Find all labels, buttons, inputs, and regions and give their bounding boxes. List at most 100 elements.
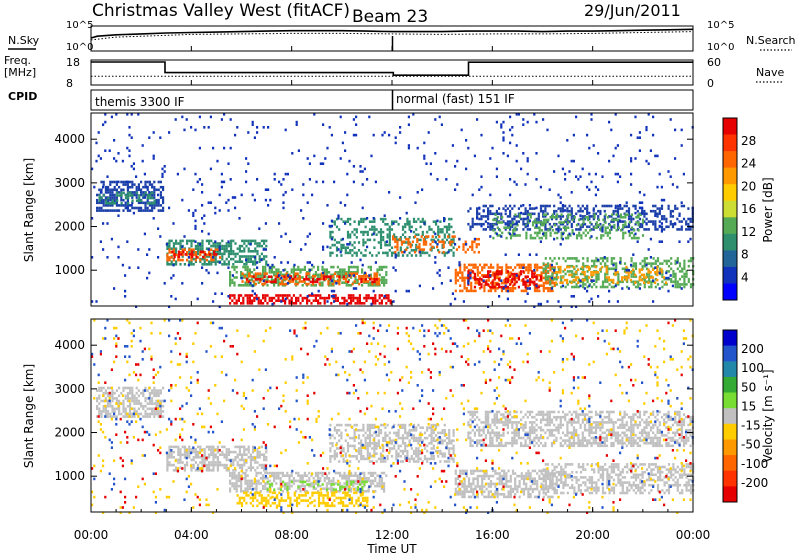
data-cell: [601, 230, 604, 233]
data-cell: [321, 284, 324, 287]
data-cell: [212, 260, 215, 263]
data-cell: [356, 268, 359, 271]
data-cell: [647, 271, 650, 274]
data-cell: [144, 412, 147, 416]
data-cell: [463, 266, 466, 269]
data-cell: [159, 196, 162, 199]
data-cell: [117, 152, 120, 155]
data-cell: [343, 471, 346, 475]
data-cell: [542, 213, 546, 216]
data-cell: [314, 471, 317, 475]
data-cell: [260, 499, 263, 502]
data-cell: [332, 273, 335, 277]
data-cell: [529, 266, 532, 269]
data-cell: [257, 471, 260, 475]
data-cell: [301, 299, 304, 302]
data-cell: [199, 456, 202, 459]
data-cell: [159, 389, 162, 392]
data-cell: [658, 172, 661, 176]
data-cell: [170, 456, 173, 459]
data-cell: [495, 232, 498, 236]
data-cell: [606, 285, 609, 289]
data-cell: [482, 209, 485, 212]
data-cell: [100, 415, 103, 418]
data-cell: [547, 287, 550, 290]
data-cell: [252, 260, 255, 263]
data-cell: [506, 289, 509, 293]
data-cell: [324, 504, 327, 508]
data-cell: [597, 225, 600, 229]
data-cell: [680, 144, 683, 147]
data-cell: [601, 283, 605, 286]
data-cell: [595, 257, 598, 260]
data-cell: [454, 276, 457, 280]
data-cell: [253, 299, 256, 302]
data-cell: [328, 471, 331, 475]
data-cell: [335, 225, 339, 229]
data-cell: [638, 201, 641, 204]
data-cell: [168, 248, 171, 251]
data-cell: [263, 255, 266, 258]
data-cell: [107, 415, 110, 418]
data-cell: [235, 299, 238, 302]
data-cell: [416, 146, 419, 150]
data-cell: [612, 281, 615, 284]
data-cell: [426, 230, 429, 234]
data-cell: [356, 271, 359, 274]
data-cell: [309, 496, 312, 500]
data-cell: [509, 279, 512, 282]
data-cell: [676, 283, 679, 286]
data-cell: [410, 254, 413, 257]
data-cell: [369, 471, 372, 475]
data-cell: [260, 496, 263, 500]
data-cell: [181, 258, 184, 262]
data-cell: [109, 180, 112, 184]
data-cell: [232, 469, 235, 472]
data-cell: [319, 281, 322, 284]
data-cell: [311, 280, 315, 284]
data-cell: [102, 194, 106, 197]
data-cell: [314, 487, 317, 490]
colorbar-swatch: [723, 134, 737, 152]
data-cell: [330, 273, 333, 277]
data-cell: [124, 415, 127, 418]
data-cell: [151, 196, 154, 200]
data-cell: [275, 271, 278, 274]
data-cell: [524, 183, 527, 186]
data-cell: [273, 490, 276, 493]
data-cell: [509, 283, 512, 286]
data-cell: [514, 266, 517, 269]
data-cell: [263, 239, 266, 243]
data-cell: [321, 281, 324, 284]
data-cell: [545, 231, 548, 235]
data-cell: [179, 247, 182, 250]
data-cell: [199, 247, 202, 250]
data-cell: [229, 118, 232, 121]
data-cell: [630, 257, 633, 260]
data-cell: [539, 204, 543, 208]
data-cell: [287, 496, 290, 500]
data-cell: [564, 259, 567, 263]
data-cell: [570, 273, 573, 277]
data-cell: [535, 120, 538, 124]
data-cell: [362, 230, 365, 234]
data-cell: [531, 223, 535, 227]
data-cell: [267, 263, 270, 267]
data-cell: [111, 389, 114, 392]
data-cell: [489, 193, 492, 197]
data-cell: [153, 199, 156, 202]
data-cell: [583, 287, 586, 290]
data-cell: [359, 170, 362, 173]
data-cell: [266, 284, 269, 287]
data-cell: [234, 450, 237, 454]
data-cell: [564, 285, 567, 289]
data-cell: [140, 199, 143, 202]
data-cell: [533, 289, 537, 293]
data-cell: [546, 300, 549, 303]
data-cell: [616, 204, 620, 208]
data-cell: [290, 480, 293, 484]
data-cell: [246, 490, 249, 493]
data-cell: [221, 247, 224, 250]
data-cell: [516, 234, 519, 237]
data-cell: [617, 272, 620, 276]
